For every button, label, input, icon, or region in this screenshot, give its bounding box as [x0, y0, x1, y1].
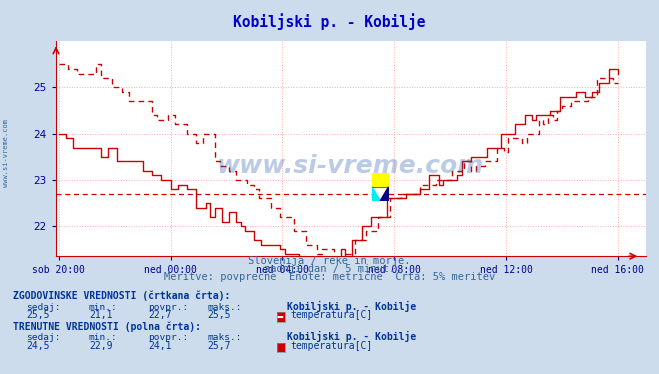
Text: min.:: min.: [89, 303, 118, 312]
Text: ZGODOVINSKE VREDNOSTI (črtkana črta):: ZGODOVINSKE VREDNOSTI (črtkana črta): [13, 291, 231, 301]
Text: 24,1: 24,1 [148, 341, 172, 350]
Text: sedaj:: sedaj: [26, 333, 61, 342]
Text: temperatura[C]: temperatura[C] [290, 341, 372, 350]
Text: 25,7: 25,7 [208, 341, 231, 350]
Text: Kobiljski p. - Kobilje: Kobiljski p. - Kobilje [287, 331, 416, 342]
Text: Kobiljski p. - Kobilje: Kobiljski p. - Kobilje [233, 13, 426, 30]
Polygon shape [380, 187, 389, 201]
Text: Kobiljski p. - Kobilje: Kobiljski p. - Kobilje [287, 301, 416, 312]
Text: www.si-vreme.com: www.si-vreme.com [217, 154, 484, 178]
Polygon shape [372, 187, 380, 201]
Text: zadnji dan / 5 minut.: zadnji dan / 5 minut. [264, 264, 395, 274]
Text: TRENUTNE VREDNOSTI (polna črta):: TRENUTNE VREDNOSTI (polna črta): [13, 321, 201, 332]
Text: 22,9: 22,9 [89, 341, 113, 350]
Text: maks.:: maks.: [208, 303, 242, 312]
Text: 24,5: 24,5 [26, 341, 50, 350]
Text: 21,1: 21,1 [89, 310, 113, 320]
Text: min.:: min.: [89, 333, 118, 342]
Text: Slovenija / reke in morje.: Slovenija / reke in morje. [248, 256, 411, 266]
Text: sedaj:: sedaj: [26, 303, 61, 312]
Text: povpr.:: povpr.: [148, 333, 188, 342]
Text: povpr.:: povpr.: [148, 303, 188, 312]
Text: 25,5: 25,5 [208, 310, 231, 320]
Text: temperatura[C]: temperatura[C] [290, 310, 372, 320]
Polygon shape [372, 173, 389, 187]
Text: maks.:: maks.: [208, 333, 242, 342]
Text: 25,5: 25,5 [26, 310, 50, 320]
Text: www.si-vreme.com: www.si-vreme.com [3, 119, 9, 187]
Text: Meritve: povprečne  Enote: metrične  Črta: 5% meritev: Meritve: povprečne Enote: metrične Črta:… [164, 270, 495, 282]
Text: 22,7: 22,7 [148, 310, 172, 320]
